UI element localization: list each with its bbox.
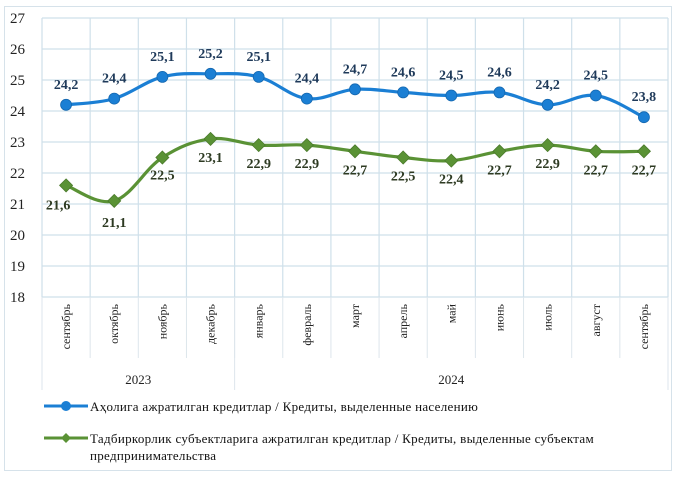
y-tick-label: 24	[10, 104, 26, 120]
data-point-marker[interactable]	[636, 144, 651, 159]
y-tick-label: 23	[10, 135, 25, 151]
grid-lines	[41, 17, 669, 298]
data-point-marker[interactable]	[347, 144, 363, 159]
data-label: 22,5	[391, 170, 416, 185]
data-point-marker[interactable]	[59, 178, 74, 193]
data-label: 25,2	[198, 47, 223, 62]
data-point-marker[interactable]	[589, 89, 602, 102]
data-label: 23,8	[632, 90, 657, 105]
data-label: 22,7	[632, 163, 657, 178]
x-tick-label: сентябрь	[637, 303, 651, 349]
x-tick-label: сентябрь	[59, 303, 73, 349]
data-label: 22,7	[487, 163, 512, 178]
data-label: 22,9	[295, 157, 320, 172]
data-point-marker[interactable]	[492, 144, 507, 159]
data-point-marker[interactable]	[349, 83, 361, 96]
x-tick-label: июль	[541, 303, 555, 330]
data-point-marker[interactable]	[108, 92, 121, 105]
data-label: 22,5	[150, 169, 175, 184]
data-point-marker[interactable]	[60, 98, 72, 111]
chart-frame	[4, 6, 672, 471]
data-point-marker[interactable]	[203, 131, 218, 146]
series-business-credits: 21,6 21,1 22,5 23,1 22,9 22,9 22,7 22,5 22,4 22,7…	[46, 131, 657, 231]
data-label: 24,5	[439, 69, 464, 84]
data-point-marker[interactable]	[493, 86, 506, 99]
x-tick-label: декабрь	[204, 303, 218, 344]
data-label: 22,7	[584, 163, 609, 178]
y-tick-label: 21	[10, 197, 25, 213]
data-label: 23,1	[198, 151, 223, 166]
data-label: 25,1	[150, 50, 175, 65]
data-point-marker[interactable]	[156, 71, 169, 83]
data-label: 24,6	[487, 65, 512, 80]
green-diamond-line-icon	[44, 433, 88, 443]
data-point-marker[interactable]	[251, 138, 266, 153]
y-tick-label: 22	[10, 166, 25, 182]
y-tick-label: 26	[10, 42, 26, 58]
data-label: 22,9	[246, 157, 271, 172]
x-tick-label: август	[589, 303, 603, 336]
data-point-marker[interactable]	[300, 92, 313, 105]
year-label: 2023	[125, 372, 151, 387]
y-tick-label: 27	[10, 11, 26, 27]
data-point-marker[interactable]	[155, 150, 170, 165]
data-label: 21,6	[46, 198, 71, 213]
y-tick-label: 25	[10, 73, 25, 89]
data-label: 22,7	[343, 163, 368, 178]
blue-circle-line-icon	[44, 401, 88, 411]
data-label: 25,1	[246, 50, 271, 65]
x-tick-label: январь	[252, 303, 266, 338]
data-label: 24,4	[295, 72, 320, 87]
data-point-marker[interactable]	[541, 98, 554, 111]
data-series: 24,2 24,4 25,1 25,2 25,1 24,4 24,7 24,6 24,5 24,6…	[46, 47, 656, 231]
data-point-marker[interactable]	[396, 150, 411, 165]
data-point-marker[interactable]	[107, 193, 122, 208]
data-label: 24,2	[535, 78, 560, 93]
x-tick-label: февраль	[300, 303, 314, 345]
data-label: 24,5	[584, 69, 609, 84]
data-label: 24,6	[391, 65, 416, 80]
data-label: 22,4	[439, 173, 464, 188]
data-point-marker[interactable]	[397, 86, 410, 99]
x-tick-label: ноябрь	[155, 303, 169, 339]
data-point-marker[interactable]	[252, 71, 265, 83]
series-population-credits: 24,2 24,4 25,1 25,2 25,1 24,4 24,7 24,6 24,5 24,6…	[54, 47, 657, 124]
data-point-marker[interactable]	[540, 138, 555, 153]
year-label: 2024	[438, 372, 465, 387]
x-tick-label: июнь	[492, 303, 506, 331]
data-point-marker[interactable]	[445, 89, 458, 102]
legend-label: Тадбиркорлик субъектларига ажратилган кр…	[90, 431, 595, 463]
x-tick-label: май	[444, 303, 458, 323]
x-tick-label: апрель	[396, 303, 410, 338]
data-point-marker[interactable]	[444, 153, 459, 168]
data-point-marker[interactable]	[299, 138, 314, 153]
x-tick-label: март	[348, 303, 362, 328]
x-tick-label: октябрь	[107, 303, 121, 343]
data-label: 24,4	[102, 72, 127, 87]
data-point-marker[interactable]	[638, 111, 650, 124]
data-label: 21,1	[102, 216, 127, 231]
data-label: 24,7	[343, 62, 368, 77]
y-tick-label: 19	[10, 259, 25, 275]
data-point-marker[interactable]	[588, 144, 603, 159]
data-label: 22,9	[535, 157, 560, 172]
x-axis: 2023 2024 сентябрь октябрь ноябрь декабрь янва…	[41, 297, 669, 390]
y-tick-label: 20	[10, 228, 25, 244]
y-axis: 18 19 20 21 22 23 24 25 26 27	[10, 11, 26, 306]
legend-label: Аҳолига ажратилган кредитлар / Кредиты, …	[90, 399, 479, 414]
data-label: 24,2	[54, 78, 79, 93]
y-tick-label: 18	[10, 290, 25, 306]
data-point-marker[interactable]	[204, 67, 217, 80]
